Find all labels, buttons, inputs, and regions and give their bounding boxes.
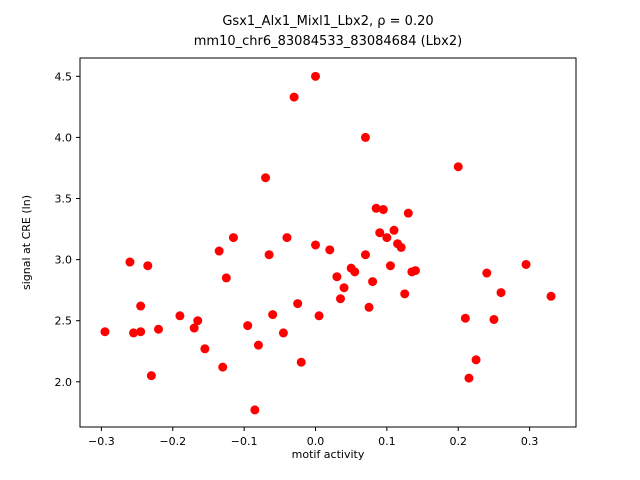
data-point (460, 313, 470, 323)
data-point (214, 246, 224, 256)
data-point (453, 162, 463, 172)
data-point (218, 362, 228, 372)
x-tick-label: −0.2 (159, 435, 186, 448)
plot-border (79, 57, 577, 428)
data-point (221, 273, 231, 283)
data-point (335, 294, 345, 304)
data-point (282, 233, 292, 243)
x-tick-label: 0.3 (521, 435, 539, 448)
data-point (146, 371, 156, 381)
chart-title: Gsx1_Alx1_Mixl1_Lbx2, ρ = 0.20 (222, 14, 433, 29)
data-point (371, 203, 381, 213)
data-point (360, 132, 370, 142)
data-point (129, 328, 139, 338)
data-point (268, 310, 278, 320)
y-tick-label: 3.5 (55, 193, 73, 206)
y-tick-label: 3.0 (55, 254, 73, 267)
x-tick-label: 0.0 (307, 435, 325, 448)
data-point (496, 288, 506, 298)
data-point (339, 283, 349, 293)
y-axis-ticks: 2.0 2.5 3.0 3.5 4.0 4.5 (55, 70, 80, 389)
data-point (389, 225, 399, 235)
data-point (293, 299, 303, 309)
data-point (410, 266, 420, 276)
data-point (200, 344, 210, 354)
data-point (350, 267, 360, 277)
data-point (375, 228, 385, 238)
data-point (311, 240, 321, 250)
y-tick-label: 4.5 (55, 70, 73, 83)
data-point (364, 302, 374, 312)
x-axis-label: motif activity (292, 448, 365, 461)
data-point (154, 324, 164, 334)
data-point (175, 311, 185, 321)
scatter-points (100, 71, 556, 415)
data-point (314, 311, 324, 321)
data-point (385, 261, 395, 271)
x-tick-label: 0.1 (378, 435, 396, 448)
data-point (143, 261, 153, 271)
data-point (546, 291, 556, 301)
data-point (136, 301, 146, 311)
data-point (378, 205, 388, 215)
data-point (296, 357, 306, 367)
data-point (482, 268, 492, 278)
data-point (332, 272, 342, 282)
chart-subtitle: mm10_chr6_83084533_83084684 (Lbx2) (194, 34, 462, 49)
y-tick-label: 4.0 (55, 131, 73, 144)
data-point (125, 257, 135, 267)
data-point (261, 173, 271, 183)
data-point (136, 327, 146, 337)
data-point (100, 327, 110, 337)
x-tick-label: −0.3 (88, 435, 115, 448)
x-tick-label: 0.2 (449, 435, 467, 448)
data-point (253, 340, 263, 350)
data-point (400, 289, 410, 299)
data-point (189, 323, 199, 333)
y-tick-label: 2.0 (55, 376, 73, 389)
data-point (228, 233, 238, 243)
data-point (464, 373, 474, 383)
y-axis-label: signal at CRE (ln) (20, 195, 33, 290)
data-point (396, 242, 406, 252)
data-point (250, 405, 260, 415)
data-point (403, 208, 413, 218)
data-point (368, 277, 378, 287)
data-point (278, 328, 288, 338)
data-point (311, 71, 321, 81)
x-axis-ticks: −0.3 −0.2 −0.1 0.0 0.1 0.2 0.3 (88, 427, 538, 448)
data-point (243, 321, 253, 331)
data-point (289, 92, 299, 102)
data-point (193, 316, 203, 326)
data-point (382, 233, 392, 243)
data-point (521, 259, 531, 269)
data-point (325, 245, 335, 255)
data-point (471, 355, 481, 365)
data-point (264, 250, 274, 260)
x-tick-label: −0.1 (231, 435, 258, 448)
data-point (360, 250, 370, 260)
data-point (489, 314, 499, 324)
y-tick-label: 2.5 (55, 315, 73, 328)
